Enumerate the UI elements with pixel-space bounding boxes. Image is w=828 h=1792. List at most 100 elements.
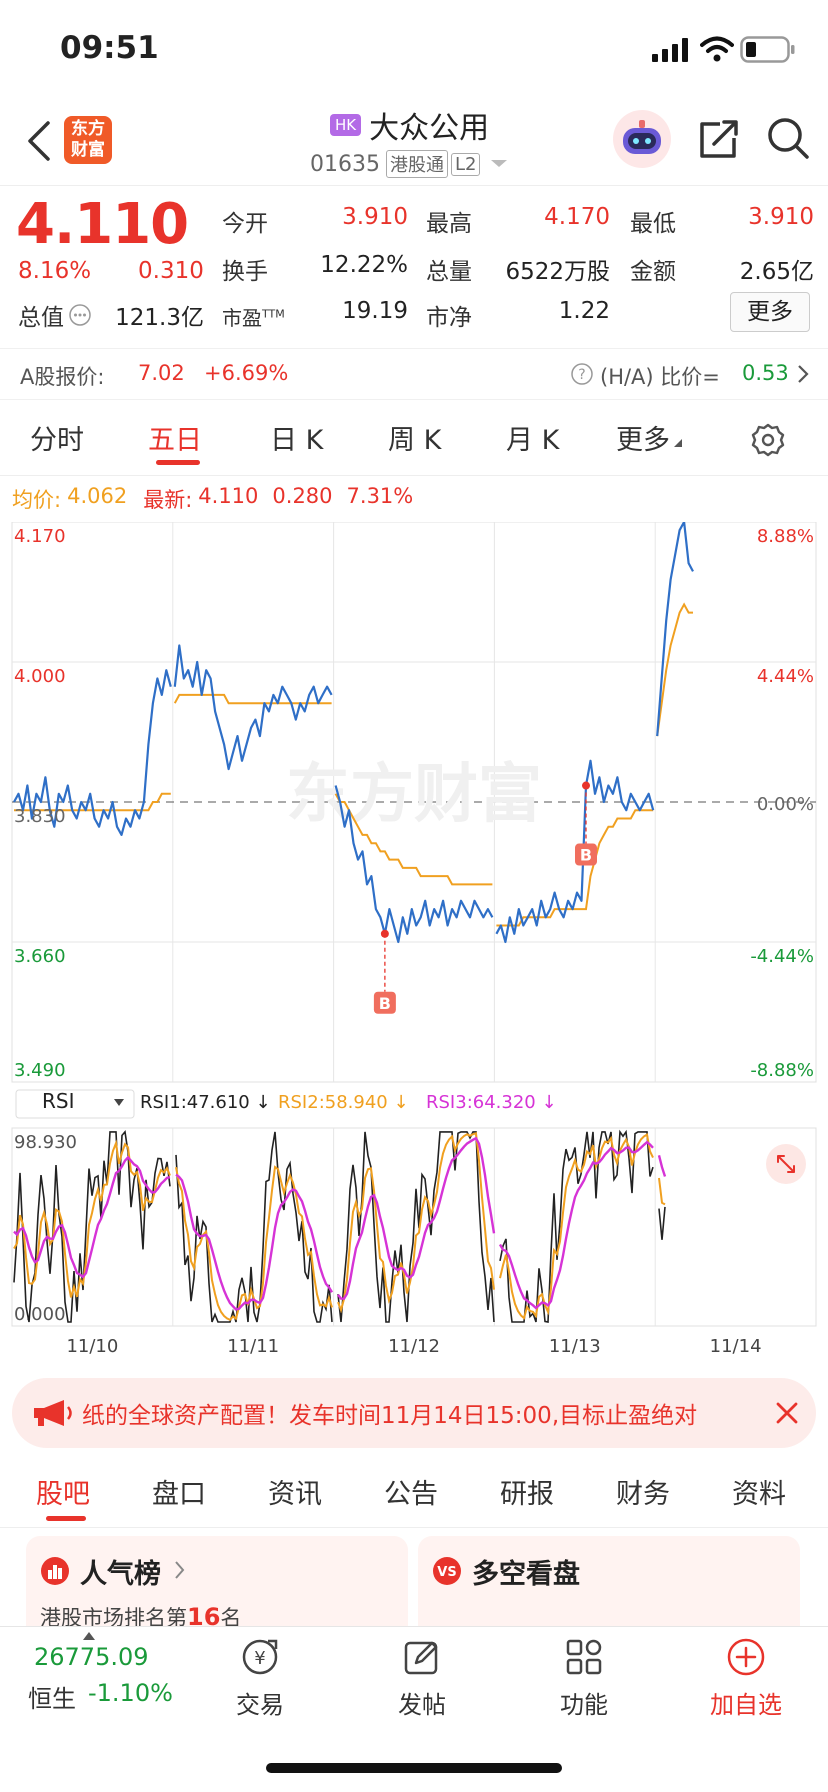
- y-tick-right: 0.00%: [757, 794, 814, 815]
- popularity-card[interactable]: 人气榜 港股市场排名第16名: [26, 1536, 408, 1628]
- hsi-value[interactable]: 26775.09: [34, 1643, 149, 1671]
- tab-more-label: 更多: [616, 425, 670, 456]
- price-line: [334, 785, 494, 944]
- share-icon[interactable]: [698, 118, 740, 160]
- rsi-selector-label: RSI: [42, 1089, 75, 1113]
- watermark: 东方财富: [286, 758, 542, 832]
- chevron-right-icon: [798, 365, 809, 383]
- stock-code-row[interactable]: 01635 港股通 L2: [310, 150, 510, 178]
- turnover-label: 换手: [222, 259, 268, 285]
- trade-button[interactable]: ¥ 交易: [190, 1637, 330, 1720]
- change-percent: 8.16%: [18, 258, 92, 284]
- add-watchlist-label: 加自选: [710, 1691, 782, 1719]
- robot-assistant-icon[interactable]: [610, 108, 674, 170]
- tab-forum[interactable]: 股吧: [36, 1479, 90, 1510]
- megaphone-icon: [34, 1400, 72, 1426]
- chart-area: 均价: 4.062 最新: 4.110 0.280 7.31% 东方财富 B B 4.…: [0, 476, 828, 1376]
- logo-text-bottom: 财富: [71, 140, 105, 160]
- rsi1-label: RSI1:47.610 ↓: [140, 1092, 271, 1113]
- subtab-active-indicator: [46, 1516, 86, 1521]
- level-tag: L2: [451, 152, 481, 176]
- home-indicator: [266, 1763, 562, 1773]
- a-share-price: 7.02: [138, 361, 185, 385]
- tab-financials[interactable]: 财务: [616, 1479, 670, 1510]
- tab-news[interactable]: 资讯: [268, 1479, 322, 1510]
- rank-number: 16: [187, 1603, 221, 1628]
- ha-ratio-value: 0.53: [742, 361, 789, 385]
- high-value: 4.170: [544, 204, 610, 230]
- buy-marker-label: B: [379, 994, 391, 1013]
- close-icon[interactable]: [774, 1400, 800, 1426]
- search-icon[interactable]: [766, 116, 810, 160]
- back-arrow-icon[interactable]: [26, 120, 52, 162]
- x-axis-label: 11/11: [227, 1336, 279, 1357]
- a-share-change: +6.69%: [204, 361, 289, 385]
- promo-banner[interactable]: 纸的全球资产配置！发车时间11月14日15:00,目标止盈绝对: [12, 1378, 816, 1448]
- help-icon[interactable]: ?: [570, 362, 594, 386]
- open-label: 今开: [222, 211, 268, 237]
- grid-icon: [566, 1639, 602, 1675]
- bull-bear-card[interactable]: VS 多空看盘: [418, 1536, 800, 1628]
- chart-info-row: 均价: 4.062 最新: 4.110 0.280 7.31%: [12, 484, 413, 514]
- market-badge: HK: [330, 114, 362, 136]
- cellular-signal-icon: [652, 38, 688, 62]
- tab-monthly-k[interactable]: 月 K: [506, 425, 560, 456]
- app-logo: 东方 财富: [64, 116, 112, 164]
- price-line: [13, 669, 172, 836]
- banner-text: 纸的全球资产配置！发车时间11月14日15:00,目标止盈绝对: [82, 1403, 698, 1429]
- latest-label: 最新:: [143, 488, 193, 512]
- dropdown-triangle-icon: [491, 160, 508, 167]
- rsi-max-label: 98.930: [14, 1132, 77, 1153]
- a-share-label: A股报价:: [20, 365, 105, 389]
- status-bar: 09:51: [0, 0, 828, 100]
- bull-bear-title: 多空看盘: [472, 1559, 580, 1590]
- low-label: 最低: [630, 211, 676, 237]
- add-watchlist-button[interactable]: 加自选: [676, 1637, 816, 1720]
- pe-label-row: 市盈TTM: [222, 302, 285, 331]
- feature-cards: 人气榜 港股市场排名第16名 VS 多空看盘: [0, 1528, 828, 1628]
- tab-more[interactable]: 更多: [616, 418, 684, 457]
- buy-marker-badge: [575, 843, 597, 866]
- tab-weekly-k[interactable]: 周 K: [388, 425, 442, 456]
- tab-profile[interactable]: 资料: [732, 1479, 786, 1510]
- tab-order-book[interactable]: 盘口: [152, 1479, 206, 1510]
- volume-label: 总量: [426, 259, 472, 285]
- rsi3-line: [13, 1136, 667, 1311]
- gear-icon[interactable]: [750, 422, 786, 458]
- x-axis-label: 11/12: [388, 1336, 440, 1357]
- y-tick-left: 3.660: [14, 946, 66, 967]
- tab-five-day[interactable]: 五日: [148, 425, 202, 456]
- more-triangle-icon: [674, 439, 682, 447]
- a-share-row[interactable]: A股报价: 7.02 +6.69% ? (H/A) 比价= 0.53: [0, 348, 828, 400]
- tab-daily-k[interactable]: 日 K: [270, 425, 324, 456]
- post-button[interactable]: 发帖: [352, 1637, 492, 1720]
- y-tick-right: 8.88%: [757, 526, 814, 547]
- avg-value: 4.062: [67, 484, 128, 508]
- more-button[interactable]: 更多: [730, 292, 810, 332]
- trade-label: 交易: [236, 1691, 284, 1719]
- connect-tag: 港股通: [386, 150, 448, 178]
- vs-icon: VS: [433, 1557, 461, 1585]
- pe-value: 19.19: [342, 298, 408, 324]
- buy-marker-label: B: [580, 846, 592, 865]
- rsi3-label: RSI3:64.320 ↓: [426, 1092, 557, 1113]
- rsi-selector: [15, 1089, 135, 1119]
- tab-research[interactable]: 研报: [500, 1479, 554, 1510]
- tab-intraday[interactable]: 分时: [30, 425, 84, 456]
- stock-code: 01635: [310, 151, 380, 177]
- y-tick-right: 4.44%: [757, 666, 814, 687]
- open-value: 3.910: [342, 204, 408, 230]
- latest-percent: 7.31%: [346, 484, 414, 508]
- five-day-chart[interactable]: 东方财富 B B 4.170 4.000 3.830 3.660 3.490 8.88% 4.44…: [0, 522, 828, 1362]
- hsi-change: -1.10%: [88, 1679, 173, 1707]
- high-label: 最高: [426, 211, 472, 237]
- rsi-dropdown-icon: [114, 1099, 124, 1106]
- current-price: 4.110: [16, 192, 189, 257]
- info-dots-icon[interactable]: [68, 303, 92, 327]
- functions-button[interactable]: 功能: [514, 1637, 654, 1720]
- svg-text:VS: VS: [437, 1565, 456, 1580]
- tab-announcements[interactable]: 公告: [384, 1479, 438, 1510]
- content-tabs: 股吧 盘口 资讯 公告 研报 财务 资料: [0, 1456, 828, 1528]
- low-value: 3.910: [748, 204, 814, 230]
- chart-period-tabs: 分时 五日 日 K 周 K 月 K 更多: [0, 408, 828, 476]
